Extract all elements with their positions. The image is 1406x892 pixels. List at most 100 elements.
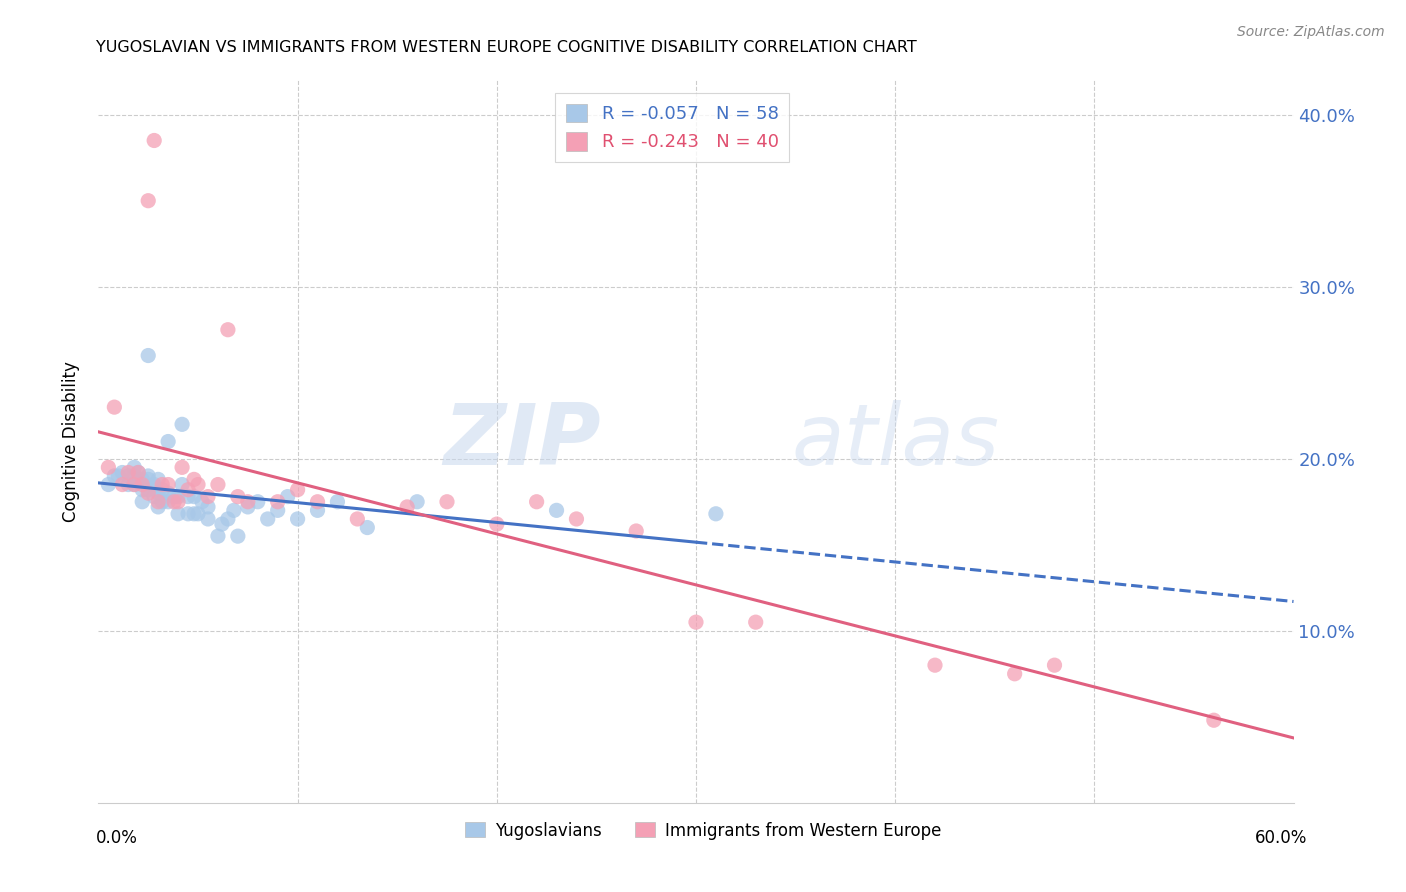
Point <box>103 400 125 414</box>
Point <box>222 503 245 517</box>
Text: 60.0%: 60.0% <box>1256 829 1308 847</box>
Point <box>136 486 159 500</box>
Point <box>356 520 378 534</box>
Point <box>211 517 233 532</box>
Point <box>157 494 180 508</box>
Point <box>97 460 120 475</box>
Point <box>226 490 249 504</box>
Point <box>236 500 259 514</box>
Point <box>197 512 219 526</box>
Point <box>127 466 149 480</box>
Point <box>136 194 159 208</box>
Point <box>236 494 259 508</box>
Point <box>187 477 209 491</box>
Point <box>124 460 146 475</box>
Text: ZIP: ZIP <box>443 400 600 483</box>
Point <box>183 490 205 504</box>
Point <box>111 477 134 491</box>
Point <box>187 507 209 521</box>
Point <box>157 434 180 449</box>
Text: Source: ZipAtlas.com: Source: ZipAtlas.com <box>1237 25 1385 39</box>
Point <box>197 500 219 514</box>
Point <box>107 469 129 483</box>
Text: atlas: atlas <box>792 400 1000 483</box>
Point <box>117 469 139 483</box>
Point <box>183 507 205 521</box>
Point <box>396 500 419 514</box>
Point <box>565 512 588 526</box>
Point <box>143 133 166 147</box>
Point <box>136 469 159 483</box>
Point <box>526 494 548 508</box>
Point <box>167 494 190 508</box>
Point <box>148 472 170 486</box>
Point <box>197 490 219 504</box>
Point <box>226 529 249 543</box>
Y-axis label: Cognitive Disability: Cognitive Disability <box>62 361 80 522</box>
Point <box>131 494 153 508</box>
Point <box>131 477 153 491</box>
Point <box>136 483 159 497</box>
Point <box>406 494 429 508</box>
Point <box>148 500 170 514</box>
Point <box>172 477 194 491</box>
Point <box>1043 658 1066 673</box>
Point <box>167 507 190 521</box>
Point <box>117 477 139 491</box>
Point <box>704 507 727 521</box>
Point <box>124 469 146 483</box>
Point <box>150 494 173 508</box>
Text: 0.0%: 0.0% <box>96 829 138 847</box>
Point <box>111 466 134 480</box>
Point <box>157 486 180 500</box>
Point <box>326 494 349 508</box>
Point <box>436 494 458 508</box>
Point <box>256 512 278 526</box>
Point <box>287 483 309 497</box>
Point <box>307 503 329 517</box>
Point <box>924 658 946 673</box>
Point <box>177 507 200 521</box>
Point <box>246 494 269 508</box>
Point <box>127 472 149 486</box>
Point <box>207 529 229 543</box>
Point <box>150 477 173 491</box>
Point <box>207 477 229 491</box>
Point <box>131 483 153 497</box>
Point <box>172 417 194 432</box>
Point <box>346 512 368 526</box>
Point <box>485 517 508 532</box>
Text: YUGOSLAVIAN VS IMMIGRANTS FROM WESTERN EUROPE COGNITIVE DISABILITY CORRELATION C: YUGOSLAVIAN VS IMMIGRANTS FROM WESTERN E… <box>96 40 917 55</box>
Point <box>287 512 309 526</box>
Point <box>148 486 170 500</box>
Point <box>143 490 166 504</box>
Point <box>172 460 194 475</box>
Point <box>685 615 707 630</box>
Point <box>267 503 290 517</box>
Point <box>117 466 139 480</box>
Point <box>277 490 299 504</box>
Point <box>217 323 239 337</box>
Point <box>157 477 180 491</box>
Point <box>163 490 186 504</box>
Point <box>148 494 170 508</box>
Point <box>136 349 159 363</box>
Point <box>103 469 125 483</box>
Point <box>626 524 648 538</box>
Point <box>143 477 166 491</box>
Legend: R = -0.057   N = 58, R = -0.243   N = 40: R = -0.057 N = 58, R = -0.243 N = 40 <box>555 93 789 162</box>
Point <box>267 494 290 508</box>
Point <box>97 477 120 491</box>
Point <box>177 483 200 497</box>
Point <box>167 490 190 504</box>
Point <box>150 483 173 497</box>
Point <box>136 472 159 486</box>
Legend: Yugoslavians, Immigrants from Western Europe: Yugoslavians, Immigrants from Western Eu… <box>458 815 948 847</box>
Point <box>124 477 146 491</box>
Point <box>307 494 329 508</box>
Point <box>546 503 568 517</box>
Point <box>127 466 149 480</box>
Point <box>217 512 239 526</box>
Point <box>1202 713 1225 727</box>
Point <box>177 490 200 504</box>
